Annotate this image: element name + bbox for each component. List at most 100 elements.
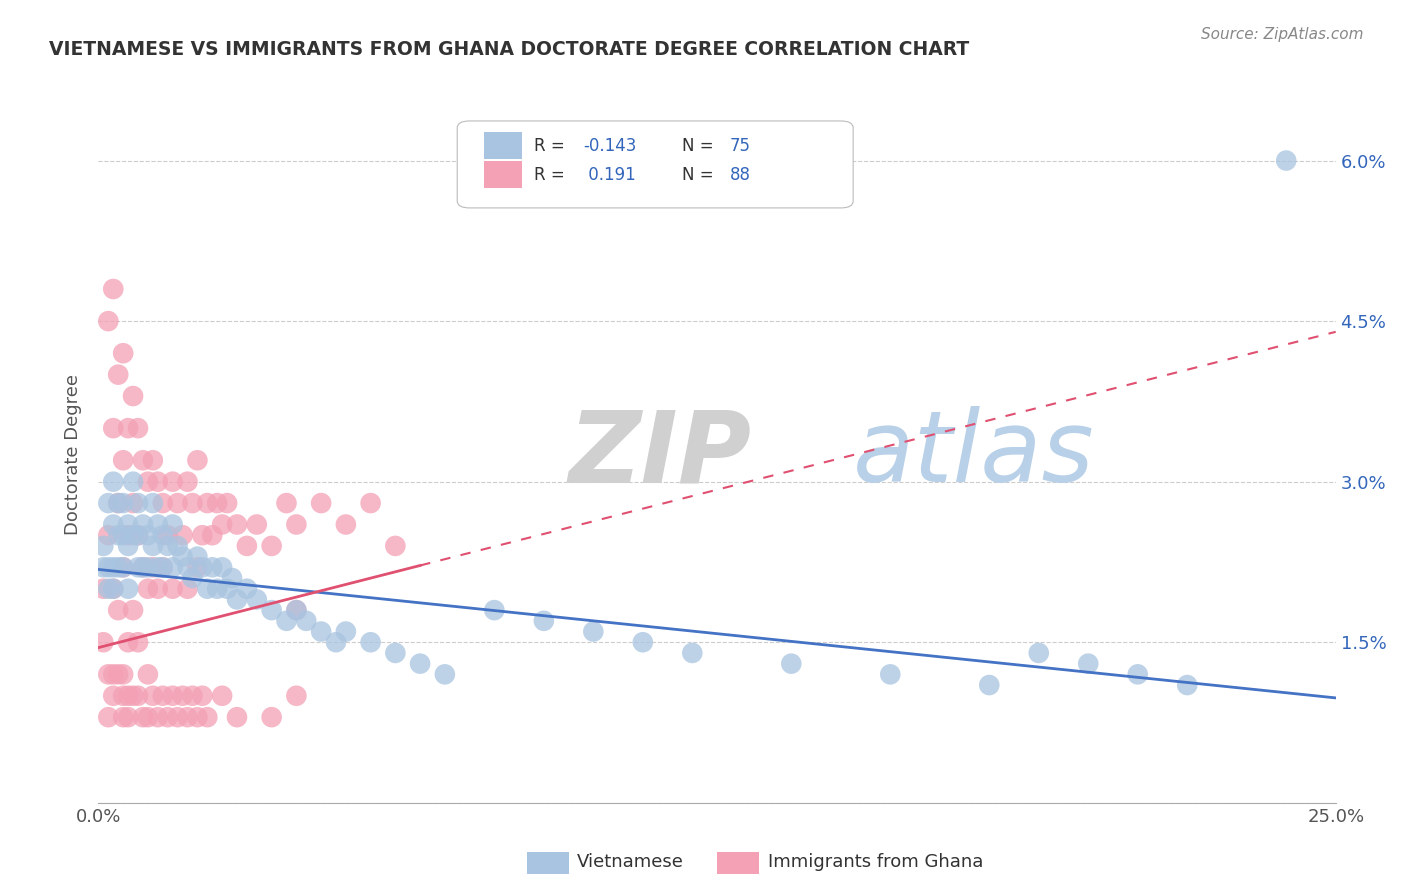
Bar [485,161,522,188]
Bar [485,132,522,159]
Point [205,496,228,510]
Point [142,689,165,703]
Point [631,635,654,649]
Point [205,582,228,596]
Text: R =: R = [534,136,569,154]
Point [127,421,149,435]
Point [103,582,125,596]
Point [260,539,283,553]
Point [176,475,198,489]
Point [236,539,259,553]
Point [181,496,204,510]
Point [127,560,149,574]
Point [132,710,155,724]
Point [276,496,298,510]
Point [201,528,224,542]
Point [107,603,129,617]
Point [285,603,308,617]
Point [107,528,129,542]
Point [384,539,406,553]
Text: ZIP: ZIP [568,407,752,503]
Point [103,667,125,681]
Point [103,475,125,489]
Point [979,678,1001,692]
Point [1028,646,1050,660]
Point [217,582,239,596]
Point [122,528,145,542]
Point [260,710,283,724]
Point [186,710,208,724]
Point [226,710,249,724]
Text: VIETNAMESE VS IMMIGRANTS FROM GHANA DOCTORATE DEGREE CORRELATION CHART: VIETNAMESE VS IMMIGRANTS FROM GHANA DOCT… [49,40,970,59]
Text: Vietnamese: Vietnamese [576,853,683,871]
Point [136,667,159,681]
Point [433,667,456,681]
Point [112,560,135,574]
Point [181,689,204,703]
Point [136,582,159,596]
Point [285,603,308,617]
Point [93,582,115,596]
Point [146,517,169,532]
Point [1275,153,1298,168]
Point [122,603,145,617]
Point [117,582,139,596]
Point [112,560,135,574]
Point [309,624,332,639]
Point [112,346,135,360]
Point [97,667,120,681]
Point [191,689,214,703]
Point [681,646,703,660]
Point [142,453,165,467]
Point [186,453,208,467]
Point [132,453,155,467]
Point [107,496,129,510]
Point [122,496,145,510]
Point [107,560,129,574]
Point [186,560,208,574]
Point [97,560,120,574]
Point [117,710,139,724]
Point [309,496,332,510]
Text: 75: 75 [730,136,751,154]
Point [152,560,174,574]
Point [191,560,214,574]
Point [112,667,135,681]
Point [127,689,149,703]
Point [360,496,382,510]
Point [201,560,224,574]
FancyBboxPatch shape [457,121,853,208]
Point [360,635,382,649]
Point [97,710,120,724]
Point [122,689,145,703]
Point [146,710,169,724]
Point [112,710,135,724]
Point [211,560,233,574]
Point [246,517,269,532]
Point [127,528,149,542]
Point [780,657,803,671]
Point [103,517,125,532]
Point [127,635,149,649]
Point [146,475,169,489]
Text: -0.143: -0.143 [583,136,637,154]
Y-axis label: Doctorate Degree: Doctorate Degree [65,375,83,535]
Point [166,496,188,510]
Point [127,496,149,510]
Point [176,560,198,574]
Point [217,496,239,510]
Point [285,689,308,703]
Point [112,528,135,542]
Point [136,560,159,574]
Point [1077,657,1099,671]
Point [162,475,184,489]
Point [93,635,115,649]
Point [484,603,506,617]
Point [93,539,115,553]
Point [152,496,174,510]
Point [162,689,184,703]
Point [117,635,139,649]
Point [186,549,208,564]
Point [136,475,159,489]
Point [146,582,169,596]
